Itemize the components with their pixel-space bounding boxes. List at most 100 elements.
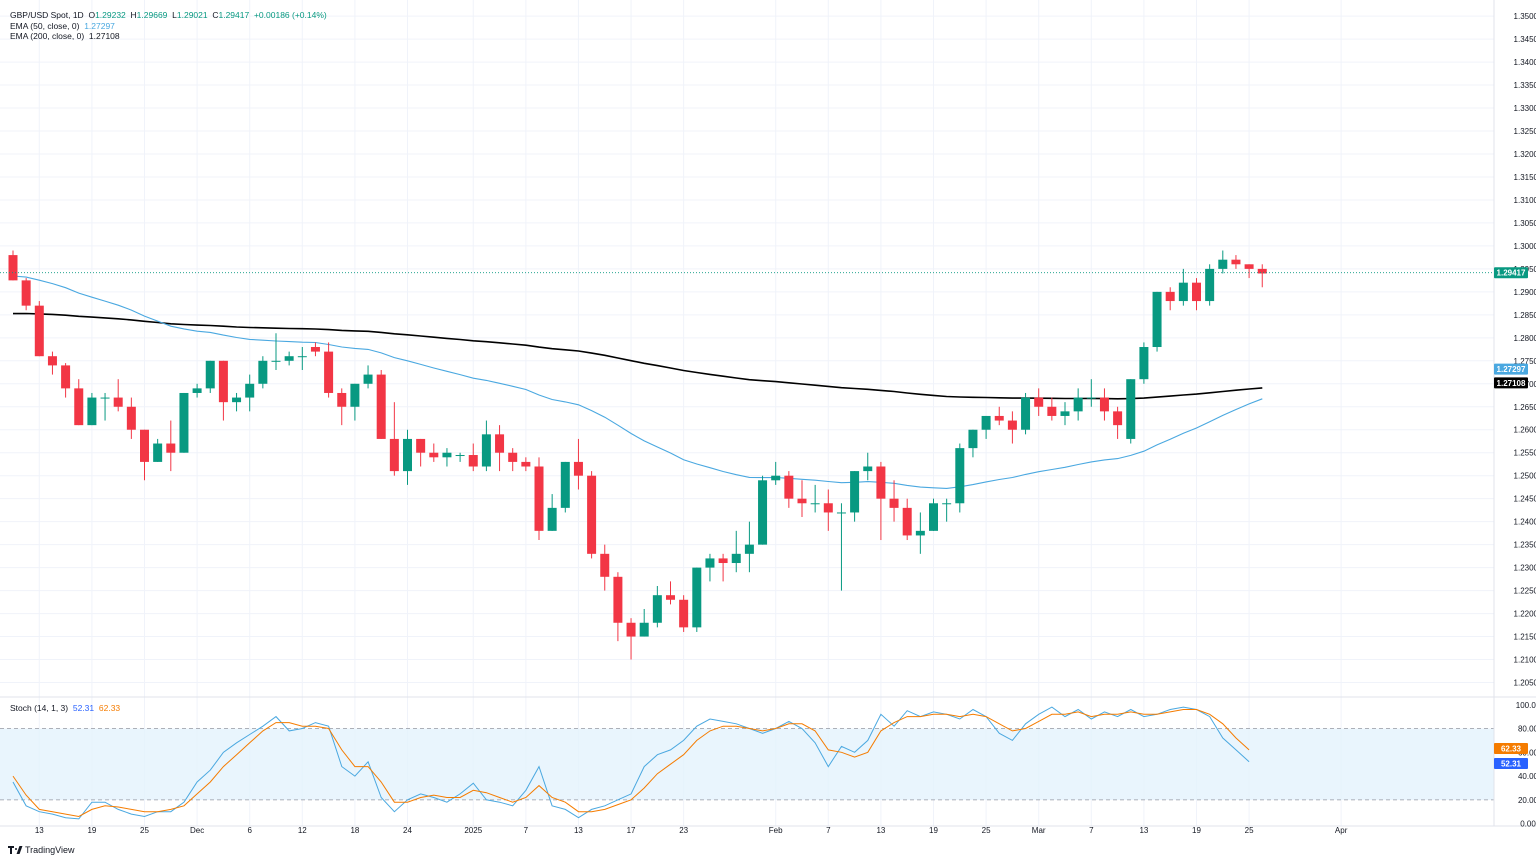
candle-body [836, 512, 846, 514]
candle-body [850, 471, 860, 513]
x-tick-label: 7 [826, 826, 831, 835]
candle-body [1047, 406, 1057, 416]
candle-body [271, 360, 281, 362]
candle-body [1165, 291, 1175, 302]
y-tick-label: 1.25000 [1514, 472, 1536, 481]
axes: 1.35000 1.34500 1.34000 1.33500 1.33000 1.325… [0, 0, 1536, 835]
candle-body [1034, 397, 1044, 407]
candle-body [889, 498, 899, 508]
y-tick-label: 1.26000 [1514, 426, 1536, 435]
candle-body [1178, 282, 1188, 302]
candle-body [731, 553, 741, 564]
candle-body [994, 415, 1004, 421]
stoch-y-tick-label: 40.00 [1518, 772, 1536, 781]
candle-body [587, 475, 597, 554]
stoch-k-line [12, 706, 1250, 820]
candle-body [1231, 259, 1241, 265]
candle-body [363, 374, 373, 384]
legend-l-label: L [172, 10, 177, 20]
legend-ema50-label: EMA (50, close, 0) [10, 20, 80, 31]
ema200-tag-bg [1494, 377, 1528, 389]
x-tick-label: 25 [140, 826, 149, 835]
candle-body [600, 553, 610, 577]
candle-body [481, 434, 491, 467]
y-tick-label: 1.31000 [1514, 196, 1536, 205]
legend-ema200-value: 1.27108 [88, 31, 120, 41]
y-tick-label: 1.25500 [1514, 449, 1536, 458]
candle-body [113, 397, 123, 407]
candle-body [166, 443, 176, 453]
y-tick-label: 1.27500 [1514, 357, 1536, 366]
candle-body [771, 475, 781, 481]
candle-body [1099, 397, 1109, 412]
candle-body [21, 280, 31, 306]
candle-body [179, 392, 189, 453]
legend-l-value: 1.29021 [176, 10, 208, 20]
x-tick-label: 7 [1089, 826, 1094, 835]
y-tick-label: 1.32000 [1514, 150, 1536, 159]
candle-body [968, 429, 978, 449]
candle-body [955, 448, 965, 504]
candle-body [1139, 347, 1149, 380]
x-tick-label: 13 [876, 826, 885, 835]
grid-lines [0, 0, 1494, 826]
candle-body [310, 347, 320, 352]
ema50-tag-bg [1494, 363, 1528, 375]
candle-body [416, 438, 426, 453]
candle-body [639, 622, 649, 637]
x-tick-label: 19 [929, 826, 938, 835]
candle-body [87, 397, 97, 426]
y-tick-label: 1.30000 [1514, 242, 1536, 251]
candle-body [1086, 397, 1096, 399]
candle-body [153, 443, 163, 462]
candle-body [218, 360, 228, 403]
y-tick-label: 1.34500 [1514, 35, 1536, 44]
y-tick-label: 1.33000 [1514, 104, 1536, 113]
candle-body [297, 356, 307, 358]
candle-body [573, 461, 583, 476]
candle-body [1021, 397, 1031, 430]
candle-body [876, 466, 886, 499]
stoch-y-tick-label: 20.00 [1518, 796, 1536, 805]
y-tick-label: 1.33500 [1514, 81, 1536, 90]
x-tick-label: 12 [298, 826, 307, 835]
y-tick-label: 1.21000 [1514, 656, 1536, 665]
tradingview-logo[interactable]: TradingView [8, 845, 75, 855]
x-tick-label: 19 [1192, 826, 1201, 835]
ema50-path [12, 275, 1263, 489]
y-tick-label: 1.31500 [1514, 173, 1536, 182]
x-tick-label: 2025 [464, 826, 482, 835]
y-tick-label: 1.26500 [1514, 403, 1536, 412]
legend-c-value: 1.29417 [218, 10, 250, 20]
x-tick-label: Feb [769, 826, 783, 835]
stoch-band [0, 728, 1494, 801]
candle-body [1007, 420, 1017, 430]
y-tick-label: 1.35000 [1514, 12, 1536, 21]
candle-body [705, 558, 715, 568]
legend-ema50-value: 1.27297 [84, 20, 115, 31]
legend-stoch-d: 62.33 [98, 703, 121, 713]
candle-body [929, 503, 938, 531]
candle-body [337, 392, 347, 407]
legend-ema200: EMA (200, close, 0) 1.27108 [10, 31, 120, 42]
stoch-y-tick-label: 0.00 [1520, 820, 1536, 829]
candle-body [744, 544, 754, 554]
candle-body [324, 351, 334, 393]
candle-body [1113, 411, 1123, 426]
candle-body [652, 595, 662, 623]
candle-body [47, 356, 57, 366]
legend-main: GBP/USD Spot, 1D O1.29232 H1.29669 L1.29… [10, 10, 327, 21]
candle-body [284, 356, 294, 361]
x-tick-label: 13 [1139, 826, 1148, 835]
candle-body [1257, 268, 1267, 274]
candle-body [74, 388, 84, 426]
x-tick-label: 13 [35, 826, 44, 835]
candles [0, 250, 1494, 660]
candle-body [560, 461, 570, 508]
candle-body [192, 388, 202, 393]
candle-body [1192, 282, 1201, 302]
candle-body [547, 507, 557, 531]
candle-body [429, 452, 439, 458]
ema50-line [12, 275, 1263, 489]
